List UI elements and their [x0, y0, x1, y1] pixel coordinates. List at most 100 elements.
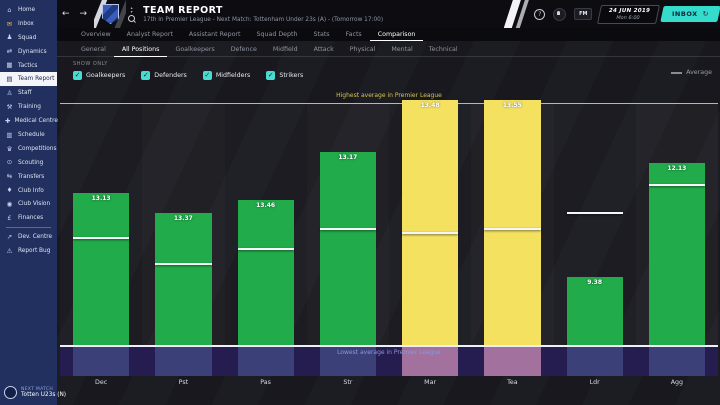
inbox-button[interactable]: INBOX ↻	[659, 6, 720, 22]
checkbox-midfielders[interactable]: ✓ Midfielders	[202, 71, 251, 80]
sidebar-item-dev-centre[interactable]: ↗ Dev. Centre	[0, 230, 57, 244]
tab-assistant-report[interactable]: Assistant Report	[188, 31, 241, 38]
average-marker	[648, 184, 705, 186]
tab-analyst-report[interactable]: Analyst Report	[126, 31, 173, 38]
date-widget[interactable]: 24 JUN 2019 Mon 6:00	[597, 4, 661, 24]
sidebar-item-inbox[interactable]: ✉ Inbox	[0, 17, 57, 31]
subtab-defence[interactable]: Defence	[230, 46, 257, 53]
checkbox-checked-icon: ✓	[73, 71, 82, 80]
staff-icon: ♙	[6, 89, 13, 98]
chart-columns: 13.13 13.37 13.46 13.17 13.48 13.55 9.38 12.13	[60, 100, 718, 346]
crest-cycle-icons[interactable]: ▴ ▾	[130, 5, 133, 14]
subtab-goalkeepers[interactable]: Goalkeepers	[175, 46, 215, 53]
highest-average-label: Highest average in Premier League	[336, 92, 442, 99]
tab-squad-depth[interactable]: Squad Depth	[256, 31, 298, 38]
sidebar-item-label: Home	[18, 6, 36, 13]
sidebar-item-finances[interactable]: £ Finances	[0, 211, 57, 225]
subtab-all-positions[interactable]: All Positions	[113, 46, 168, 57]
sidebar-item-dynamics[interactable]: ⇄ Dynamics	[0, 45, 57, 59]
sidebar-item-training[interactable]: ⚒ Training	[0, 100, 57, 114]
continue-icon: ↻	[702, 9, 708, 18]
checkbox-label: Midfielders	[215, 72, 251, 79]
comparison-tab-bar: General All Positions Goalkeepers Defence Mi…	[57, 41, 720, 57]
tab-comparison[interactable]: Comparison	[369, 31, 424, 41]
band-segment-fill	[566, 347, 623, 376]
average-marker	[237, 248, 294, 250]
chart-column-pas: 13.46	[225, 103, 307, 346]
chart-column-dec: 13.13	[60, 103, 142, 346]
bar-str: 13.17	[319, 152, 376, 346]
subtab-technical[interactable]: Technical	[428, 46, 458, 53]
search-icon[interactable]	[128, 14, 136, 22]
bar-agg: 12.13	[648, 163, 705, 346]
club-crest-icon[interactable]	[94, 0, 127, 28]
current-time: Mon 6:00	[615, 14, 641, 21]
show-only-label: SHOW ONLY	[73, 61, 108, 67]
subtab-general[interactable]: General	[81, 46, 106, 53]
average-marker	[484, 228, 541, 230]
sidebar-item-home[interactable]: ⌂ Home	[0, 3, 57, 17]
sidebar-item-label: Club Vision	[18, 201, 51, 208]
checkbox-defenders[interactable]: ✓ Defenders	[141, 71, 187, 80]
highest-average-line	[60, 103, 718, 105]
average-marker	[155, 263, 212, 265]
category-label-pas: Pas	[260, 379, 271, 386]
category-label-str: Str	[343, 379, 353, 386]
chart-column-tea: 13.55	[471, 100, 553, 346]
next-match-widget[interactable]: NEXT MATCH Totten U23s (N)	[4, 386, 66, 399]
training-icon: ⚒	[6, 102, 13, 111]
subtab-mental[interactable]: Mental	[391, 46, 413, 53]
band-segment-str	[307, 347, 389, 376]
checkbox-goalkeepers[interactable]: ✓ Goalkeepers	[73, 71, 125, 80]
subtab-attack[interactable]: Attack	[313, 46, 334, 53]
fm-button[interactable]: FM	[574, 8, 593, 20]
band-segment-fill	[237, 347, 294, 376]
notifications-bell-icon[interactable]	[553, 7, 567, 21]
help-icon[interactable]: ?	[534, 8, 546, 20]
tab-stats[interactable]: Stats	[313, 31, 330, 38]
sidebar-item-transfers[interactable]: ⇆ Transfers	[0, 170, 57, 184]
sidebar-item-staff[interactable]: ♙ Staff	[0, 86, 57, 100]
bar-ldr: 9.38	[566, 277, 623, 346]
sidebar-item-club-vision[interactable]: ◉ Club Vision	[0, 197, 57, 211]
band-segment-fill	[402, 347, 459, 376]
tab-overview[interactable]: Overview	[81, 31, 111, 38]
inbox-icon: ✉	[6, 19, 13, 28]
checkbox-label: Strikers	[279, 72, 304, 79]
subtab-physical[interactable]: Physical	[349, 46, 376, 53]
dynamics-icon: ⇄	[6, 47, 13, 56]
sidebar-item-medical-centre[interactable]: ✚ Medical Centre	[0, 114, 58, 128]
bar-value-label: 13.13	[91, 195, 111, 202]
back-icon[interactable]: ←	[62, 9, 70, 19]
sidebar-item-squad[interactable]: ♟ Squad	[0, 31, 57, 45]
checkbox-checked-icon: ✓	[266, 71, 276, 80]
transfers-icon: ⇆	[6, 172, 13, 181]
checkbox-label: Defenders	[154, 72, 187, 79]
band-segment-fill	[648, 347, 705, 376]
sidebar-item-label: Report Bug	[18, 248, 51, 255]
checkbox-strikers[interactable]: ✓ Strikers	[266, 71, 303, 80]
band-segment-pas	[225, 347, 307, 376]
forward-icon[interactable]: →	[79, 9, 88, 19]
category-label-mar: Mar	[424, 379, 437, 386]
category-label-ldr: Ldr	[589, 379, 600, 386]
sidebar-item-competitions[interactable]: ♛ Competitions	[0, 142, 57, 156]
sidebar-item-label: Team Report	[18, 76, 55, 83]
bar-value-label: 12.13	[667, 165, 687, 172]
average-line-swatch	[671, 71, 683, 74]
club-info-icon: ♦	[6, 186, 13, 195]
dev-centre-icon: ↗	[6, 232, 13, 241]
sidebar-item-label: Scouting	[18, 159, 44, 166]
tab-facts[interactable]: Facts	[345, 31, 362, 38]
bar-value-label: 13.37	[173, 215, 193, 222]
subtab-midfield[interactable]: Midfield	[272, 46, 298, 53]
sidebar-item-team-report[interactable]: ▤ Team Report	[0, 72, 57, 87]
category-label-tea: Tea	[507, 379, 518, 386]
sidebar-item-tactics[interactable]: ▦ Tactics	[0, 59, 57, 73]
sidebar-item-schedule[interactable]: ▥ Schedule	[0, 128, 57, 142]
sidebar-item-club-info[interactable]: ♦ Club Info	[0, 184, 57, 198]
chart-column-agg: 12.13	[636, 103, 718, 346]
sidebar-item-report-bug[interactable]: ⚠ Report Bug	[0, 244, 57, 258]
checkbox-checked-icon: ✓	[141, 71, 151, 80]
sidebar-item-scouting[interactable]: ⊙ Scouting	[0, 156, 57, 170]
